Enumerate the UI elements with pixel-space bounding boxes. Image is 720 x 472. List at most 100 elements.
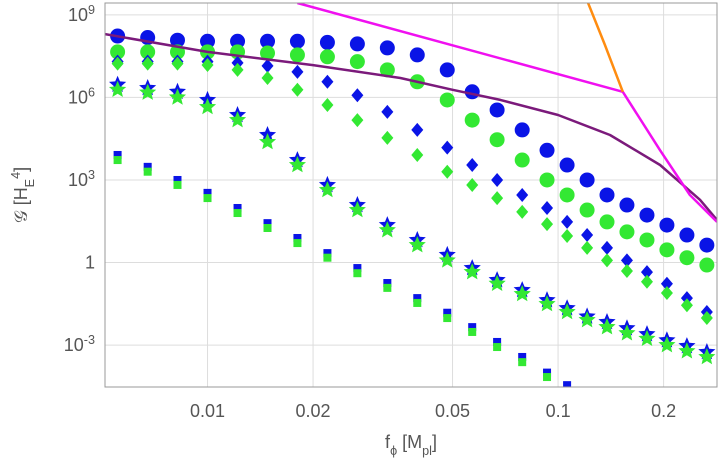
point [231,62,244,77]
point [381,104,394,119]
point [513,285,531,302]
point [289,33,305,49]
point [140,44,156,60]
point [558,303,576,320]
point [263,219,272,228]
point [620,253,633,268]
point [539,172,555,188]
point [259,133,277,150]
y-tick-label: 10-3 [64,333,95,355]
point [230,33,246,49]
y-tick-label: 109 [68,3,95,25]
point [640,265,653,280]
y-tick-label: 103 [68,168,95,190]
point [411,122,424,137]
point [443,314,452,323]
point [538,295,556,312]
point [293,233,302,242]
point [466,158,479,173]
point [200,33,216,49]
point [199,98,217,115]
point [660,276,673,291]
point [409,47,425,63]
point [349,54,365,70]
point [489,102,505,118]
line [297,3,717,223]
point [439,62,455,78]
point [203,194,212,203]
point [561,229,574,244]
point [601,240,614,255]
point [353,264,362,273]
point [543,373,552,382]
point [413,298,422,307]
point [318,181,336,198]
point [143,167,152,176]
point [599,187,615,203]
x-tick-label: 0.2 [651,401,676,421]
x-tick-label: 0.01 [190,401,225,421]
point [203,188,212,197]
y-tick-label: 106 [68,85,95,107]
point [443,308,452,317]
point [261,58,274,73]
point [233,203,242,212]
point [321,74,334,89]
x-tick-label: 0.1 [546,401,571,421]
point [379,40,395,56]
point [349,36,365,52]
point [113,150,122,159]
point [598,318,616,335]
point [321,98,334,113]
point [659,217,675,233]
point [441,140,454,155]
point [141,56,154,71]
point [291,64,304,79]
point [518,352,527,361]
point [464,112,480,128]
point [700,311,713,326]
y-tick-label: 1 [85,253,95,273]
point [319,49,335,65]
point [699,237,715,253]
line [586,3,624,93]
point [413,294,422,303]
point [381,130,394,145]
point [438,251,456,268]
point [260,45,276,61]
point [168,88,186,105]
y-axis-label: 𝒢 [HE4] [9,167,37,223]
point [493,337,502,346]
point [289,47,305,63]
point [599,214,615,230]
point [579,202,595,218]
point [353,269,362,278]
point [659,242,675,258]
point [439,92,455,108]
point [463,263,481,280]
point [680,291,693,306]
point [201,58,214,73]
point [639,232,655,248]
point [229,111,247,128]
point [543,368,552,377]
point [379,62,395,78]
x-axis-label: fϕ [Mpl] [385,432,437,458]
point [173,175,182,184]
point [680,298,693,313]
point [639,207,655,223]
point [348,201,366,218]
point [109,80,127,97]
point [698,348,716,365]
point [660,286,673,301]
point [678,342,696,359]
point [231,55,244,70]
point [489,132,505,148]
point [323,253,332,262]
point [619,224,635,240]
point [578,311,596,328]
point [351,88,364,103]
point [468,327,477,336]
